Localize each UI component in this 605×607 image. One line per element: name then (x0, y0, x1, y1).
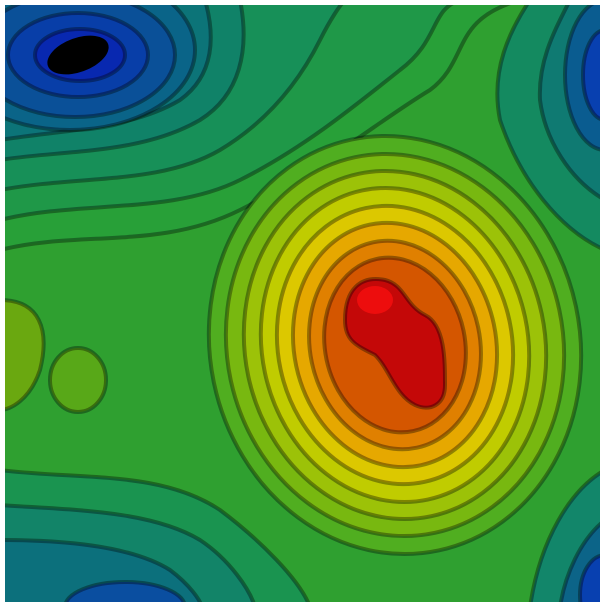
band (47, 35, 109, 75)
band (578, 553, 600, 602)
peak-highlight (357, 286, 393, 314)
band (581, 29, 600, 121)
band (5, 298, 46, 412)
band (64, 580, 186, 602)
band (48, 346, 108, 414)
